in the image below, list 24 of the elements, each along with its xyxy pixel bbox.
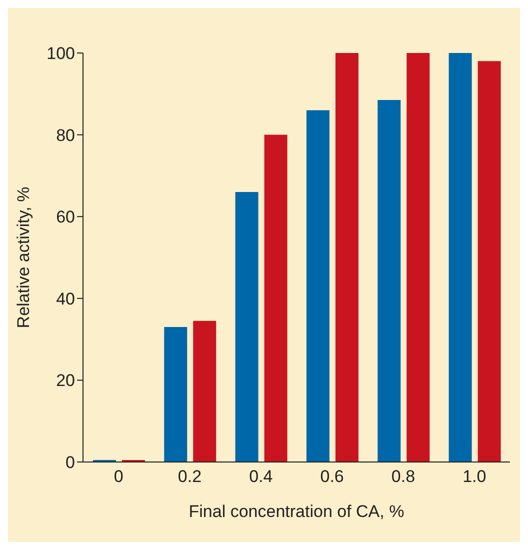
bar (478, 61, 501, 462)
bar (164, 327, 188, 462)
bar (406, 53, 430, 462)
y-tick-label: 40 (56, 289, 75, 308)
x-tick-label: 1.0 (462, 467, 486, 486)
x-tick-label: 0.4 (249, 467, 273, 486)
y-tick-label: 100 (46, 44, 75, 64)
x-tick-label: 0.6 (320, 467, 344, 486)
bar (193, 320, 216, 462)
y-tick-label: 20 (56, 371, 75, 390)
x-tick-label: 0 (114, 467, 124, 486)
bar (306, 110, 330, 462)
y-tick-label: 80 (56, 126, 75, 145)
x-axis-title: Final concentration of CA, % (188, 502, 404, 521)
y-axis-title: Relative activity, % (14, 186, 34, 328)
bar (378, 100, 401, 462)
bar (448, 53, 472, 462)
x-tick-label: 0.8 (391, 467, 416, 486)
x-tick-label: 0.2 (178, 467, 202, 486)
bar (264, 134, 288, 462)
y-tick-label: 0 (66, 453, 75, 472)
y-tick-label: 60 (56, 208, 75, 227)
bar (335, 53, 358, 462)
bar (235, 192, 258, 462)
